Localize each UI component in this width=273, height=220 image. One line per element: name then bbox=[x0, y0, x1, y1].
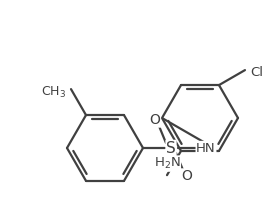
Text: Cl: Cl bbox=[250, 66, 263, 79]
Text: HN: HN bbox=[196, 141, 216, 154]
Text: H$_2$N: H$_2$N bbox=[154, 156, 180, 171]
Text: CH$_3$: CH$_3$ bbox=[41, 84, 66, 100]
Text: O: O bbox=[150, 113, 161, 127]
Text: O: O bbox=[182, 169, 192, 183]
Text: S: S bbox=[166, 141, 176, 156]
